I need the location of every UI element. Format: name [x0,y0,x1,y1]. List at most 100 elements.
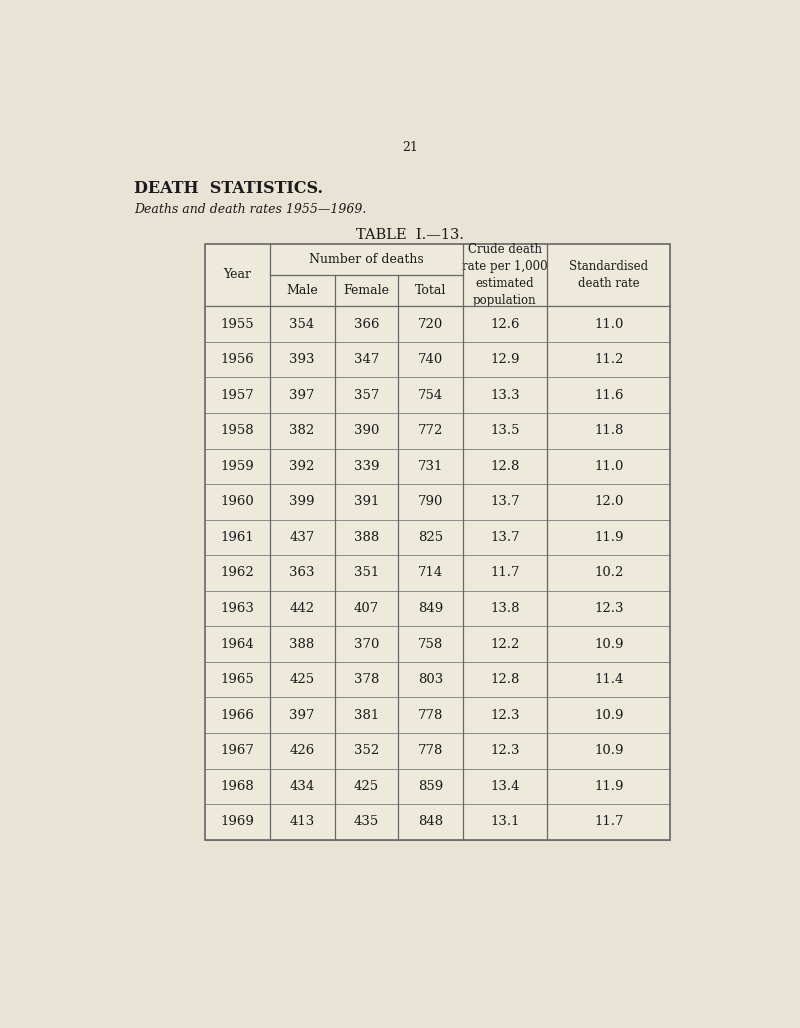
Text: 347: 347 [354,353,379,366]
Text: Deaths and death rates 1955—1969.: Deaths and death rates 1955—1969. [134,203,366,216]
Text: 13.8: 13.8 [490,602,520,615]
Text: 11.9: 11.9 [594,530,623,544]
Text: 778: 778 [418,744,443,758]
Text: 425: 425 [354,780,379,793]
Text: 11.9: 11.9 [594,780,623,793]
Text: 437: 437 [290,530,315,544]
Text: 11.0: 11.0 [594,318,623,331]
Text: 1958: 1958 [221,425,254,437]
Text: 10.9: 10.9 [594,637,623,651]
Text: 21: 21 [402,141,418,154]
Text: 1955: 1955 [221,318,254,331]
Text: 413: 413 [290,815,314,829]
Text: 442: 442 [290,602,314,615]
Text: 1968: 1968 [221,780,254,793]
Text: 12.3: 12.3 [594,602,623,615]
Text: 12.2: 12.2 [490,637,519,651]
Text: 11.7: 11.7 [594,815,623,829]
Text: 11.4: 11.4 [594,673,623,686]
Text: 859: 859 [418,780,443,793]
Text: Standardised
death rate: Standardised death rate [570,260,648,290]
Text: Crude death
rate per 1,000
estimated
population: Crude death rate per 1,000 estimated pop… [462,243,548,307]
Text: 388: 388 [354,530,379,544]
Text: 434: 434 [290,780,314,793]
Text: 1967: 1967 [221,744,254,758]
Text: 11.7: 11.7 [490,566,520,580]
Text: 12.6: 12.6 [490,318,520,331]
Text: 1969: 1969 [221,815,254,829]
Text: 740: 740 [418,353,443,366]
Text: 778: 778 [418,708,443,722]
Text: 426: 426 [290,744,314,758]
Text: 352: 352 [354,744,379,758]
Text: 393: 393 [290,353,315,366]
Text: 339: 339 [354,460,379,473]
Text: 714: 714 [418,566,443,580]
Text: 1965: 1965 [221,673,254,686]
Text: 758: 758 [418,637,443,651]
Text: Number of deaths: Number of deaths [309,253,423,266]
Text: 13.7: 13.7 [490,530,520,544]
Text: 390: 390 [354,425,379,437]
Text: Total: Total [414,284,446,297]
Text: 772: 772 [418,425,443,437]
Text: 1956: 1956 [221,353,254,366]
Text: 354: 354 [290,318,314,331]
Text: Female: Female [343,284,390,297]
Text: 13.3: 13.3 [490,389,520,402]
Text: 10.9: 10.9 [594,708,623,722]
Text: 363: 363 [290,566,315,580]
Text: DEATH  STATISTICS.: DEATH STATISTICS. [134,180,323,197]
Text: 12.3: 12.3 [490,744,520,758]
Text: 13.5: 13.5 [490,425,520,437]
Text: 754: 754 [418,389,443,402]
Text: 425: 425 [290,673,314,686]
Text: 378: 378 [354,673,379,686]
Text: 12.8: 12.8 [490,460,519,473]
Text: 11.6: 11.6 [594,389,623,402]
Text: Male: Male [286,284,318,297]
Text: 12.0: 12.0 [594,495,623,509]
Text: 1962: 1962 [221,566,254,580]
Text: 1957: 1957 [221,389,254,402]
Text: 1960: 1960 [221,495,254,509]
Text: 13.7: 13.7 [490,495,520,509]
Text: 381: 381 [354,708,379,722]
Text: 382: 382 [290,425,314,437]
Text: Year: Year [223,268,251,282]
Text: 351: 351 [354,566,379,580]
Text: 397: 397 [290,389,315,402]
Text: 357: 357 [354,389,379,402]
Text: 1964: 1964 [221,637,254,651]
Text: 407: 407 [354,602,379,615]
Text: 12.8: 12.8 [490,673,519,686]
Text: 388: 388 [290,637,314,651]
Text: 720: 720 [418,318,443,331]
Text: 392: 392 [290,460,315,473]
Text: 12.9: 12.9 [490,353,520,366]
Text: 803: 803 [418,673,443,686]
Text: 12.3: 12.3 [490,708,520,722]
Text: 1966: 1966 [221,708,254,722]
Text: 399: 399 [290,495,315,509]
Text: 731: 731 [418,460,443,473]
Text: 1961: 1961 [221,530,254,544]
Text: 391: 391 [354,495,379,509]
Text: 13.1: 13.1 [490,815,520,829]
Text: 11.8: 11.8 [594,425,623,437]
Text: 11.2: 11.2 [594,353,623,366]
Text: 10.2: 10.2 [594,566,623,580]
Text: 370: 370 [354,637,379,651]
Text: 1959: 1959 [221,460,254,473]
Text: 366: 366 [354,318,379,331]
Text: 849: 849 [418,602,443,615]
Text: 848: 848 [418,815,443,829]
Text: 435: 435 [354,815,379,829]
Text: 397: 397 [290,708,315,722]
Text: 13.4: 13.4 [490,780,520,793]
Text: 1963: 1963 [221,602,254,615]
Text: 790: 790 [418,495,443,509]
Text: TABLE  I.—13.: TABLE I.—13. [356,228,464,242]
Text: 825: 825 [418,530,443,544]
Text: 11.0: 11.0 [594,460,623,473]
